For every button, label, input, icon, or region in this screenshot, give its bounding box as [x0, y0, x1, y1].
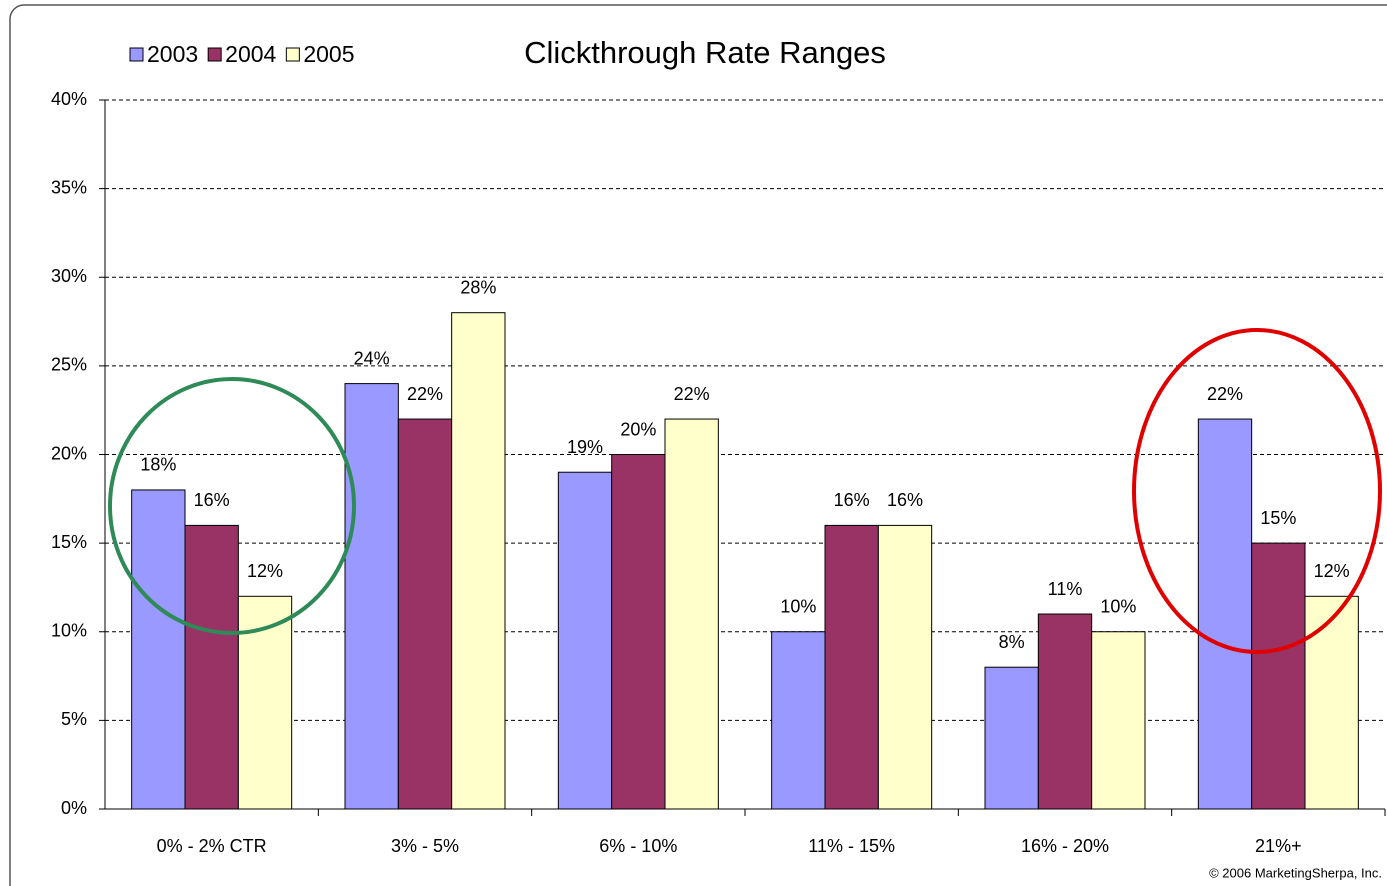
bar — [771, 631, 826, 810]
x-tick-label: 3% - 5% — [391, 836, 459, 856]
bar — [451, 312, 506, 810]
bar — [184, 524, 239, 810]
bar — [1304, 595, 1359, 810]
value-label: 22% — [674, 384, 710, 404]
y-tick-label: 5% — [61, 709, 87, 729]
value-label: 10% — [1100, 597, 1136, 617]
bar — [984, 666, 1039, 810]
value-label: 19% — [567, 437, 603, 457]
value-label: 8% — [999, 632, 1025, 652]
bar — [1091, 631, 1146, 810]
value-label: 22% — [1207, 384, 1243, 404]
x-tick-label: 21%+ — [1255, 836, 1302, 856]
legend-label: 2005 — [303, 41, 354, 67]
x-tick-label: 6% - 10% — [599, 836, 677, 856]
value-label: 10% — [780, 597, 816, 617]
value-label: 28% — [460, 277, 496, 297]
highlight-circle — [108, 377, 356, 635]
bar — [1037, 613, 1093, 810]
y-tick-label: 35% — [51, 177, 87, 197]
value-label: 24% — [354, 348, 390, 368]
legend-swatch — [285, 47, 300, 62]
legend-swatch — [129, 47, 144, 62]
x-tick-label: 16% - 20% — [1021, 836, 1109, 856]
bar — [557, 471, 613, 810]
highlight-circle — [1132, 328, 1382, 654]
legend-swatch — [207, 47, 222, 62]
bar — [1197, 418, 1253, 810]
bar — [397, 418, 453, 810]
y-tick-label: 0% — [61, 798, 87, 818]
y-tick-label: 30% — [51, 266, 87, 286]
value-label: 20% — [620, 419, 656, 439]
bar — [664, 418, 719, 810]
bar — [344, 383, 399, 810]
x-tick-label: 0% - 2% CTR — [157, 836, 267, 856]
chart-title: Clickthrough Rate Ranges — [524, 35, 886, 70]
value-label: 15% — [1260, 508, 1296, 528]
value-label: 11% — [1048, 579, 1083, 599]
value-label: 12% — [247, 561, 283, 581]
bar — [1251, 542, 1306, 810]
y-tick-label: 10% — [51, 621, 87, 641]
value-label: 22% — [407, 384, 443, 404]
value-label: 16% — [887, 490, 923, 510]
y-tick-label: 15% — [51, 532, 87, 552]
legend-label: 2004 — [225, 41, 276, 67]
x-tick-label: 11% - 15% — [808, 836, 895, 856]
bar — [611, 454, 666, 810]
bar — [131, 489, 186, 810]
legend-label: 2003 — [147, 41, 198, 67]
y-tick-label: 40% — [51, 89, 87, 109]
value-label: 16% — [194, 490, 230, 510]
value-label: 18% — [140, 455, 176, 475]
bar — [877, 524, 933, 810]
source: © 2006 MarketingSherpa, Inc. — [1209, 865, 1382, 880]
y-tick-label: 20% — [51, 443, 87, 463]
bar — [824, 524, 879, 810]
frame — [9, 4, 1387, 886]
value-label: 12% — [1314, 561, 1350, 581]
value-label: 16% — [834, 490, 870, 510]
y-tick-label: 25% — [51, 355, 87, 375]
